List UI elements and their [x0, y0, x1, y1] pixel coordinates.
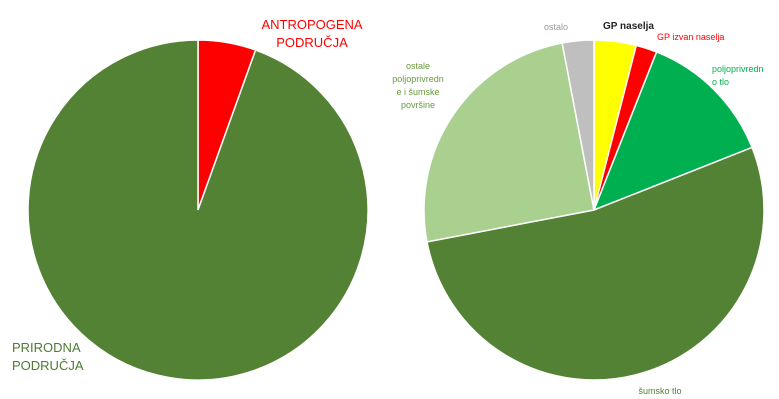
slice-label-line: poljoprivredn	[392, 74, 444, 84]
slice-label-line: površine	[401, 100, 435, 110]
slice-poljoprivredn-o-tlo	[592, 50, 754, 212]
slice-label-line: GP naselja	[603, 21, 654, 32]
slice-label-line: o tlo	[712, 77, 729, 87]
slice-label-ostalo: ostalo	[544, 22, 568, 32]
slice-label-antropogena-podrucja: ANTROPOGENA PODRUČJA	[261, 17, 362, 50]
slice-label-line: PRIRODNA	[12, 340, 81, 355]
slice-label-line: ostalo	[544, 22, 568, 32]
slice-label-line: ostale	[406, 61, 430, 71]
slice-label-line: poljoprivredn	[712, 64, 764, 74]
slice-ostalo	[561, 39, 595, 211]
slice-label-gp-naselja: GP naselja	[603, 21, 654, 32]
slice-ostale-poljoprivredn-e-i-sumske-povrsine	[423, 42, 595, 243]
slice-label-line: PODRUČJA	[276, 35, 348, 50]
slice-prirodna-podrucja	[27, 39, 369, 381]
slice-label-line: GP izvan naselja	[657, 32, 724, 42]
pie-chart-land-use-summary: ANTROPOGENA PODRUČJA PRIRODNA PODRUČJA	[12, 17, 369, 381]
slice-label-line: PODRUČJA	[12, 358, 84, 373]
slice-label-sumsko-tlo: šumsko tlo	[638, 386, 681, 396]
slice-label-prirodna-podrucja: PRIRODNA PODRUČJA	[12, 340, 84, 373]
slice-label-poljoprivredn-o-tlo: poljoprivredn o tlo	[712, 64, 764, 87]
slice-label-line: ANTROPOGENA	[261, 17, 362, 32]
slice-label-ostale-poljoprivredn-e-i-sumske-povrsine: ostale poljoprivredn e i šumske površine	[392, 61, 444, 110]
slice-label-line: e i šumske	[396, 87, 439, 97]
slice-sumsko-tlo	[426, 146, 765, 381]
slice-label-line: šumsko tlo	[638, 386, 681, 396]
slice-label-gp-izvan-naselja: GP izvan naselja	[657, 32, 724, 42]
